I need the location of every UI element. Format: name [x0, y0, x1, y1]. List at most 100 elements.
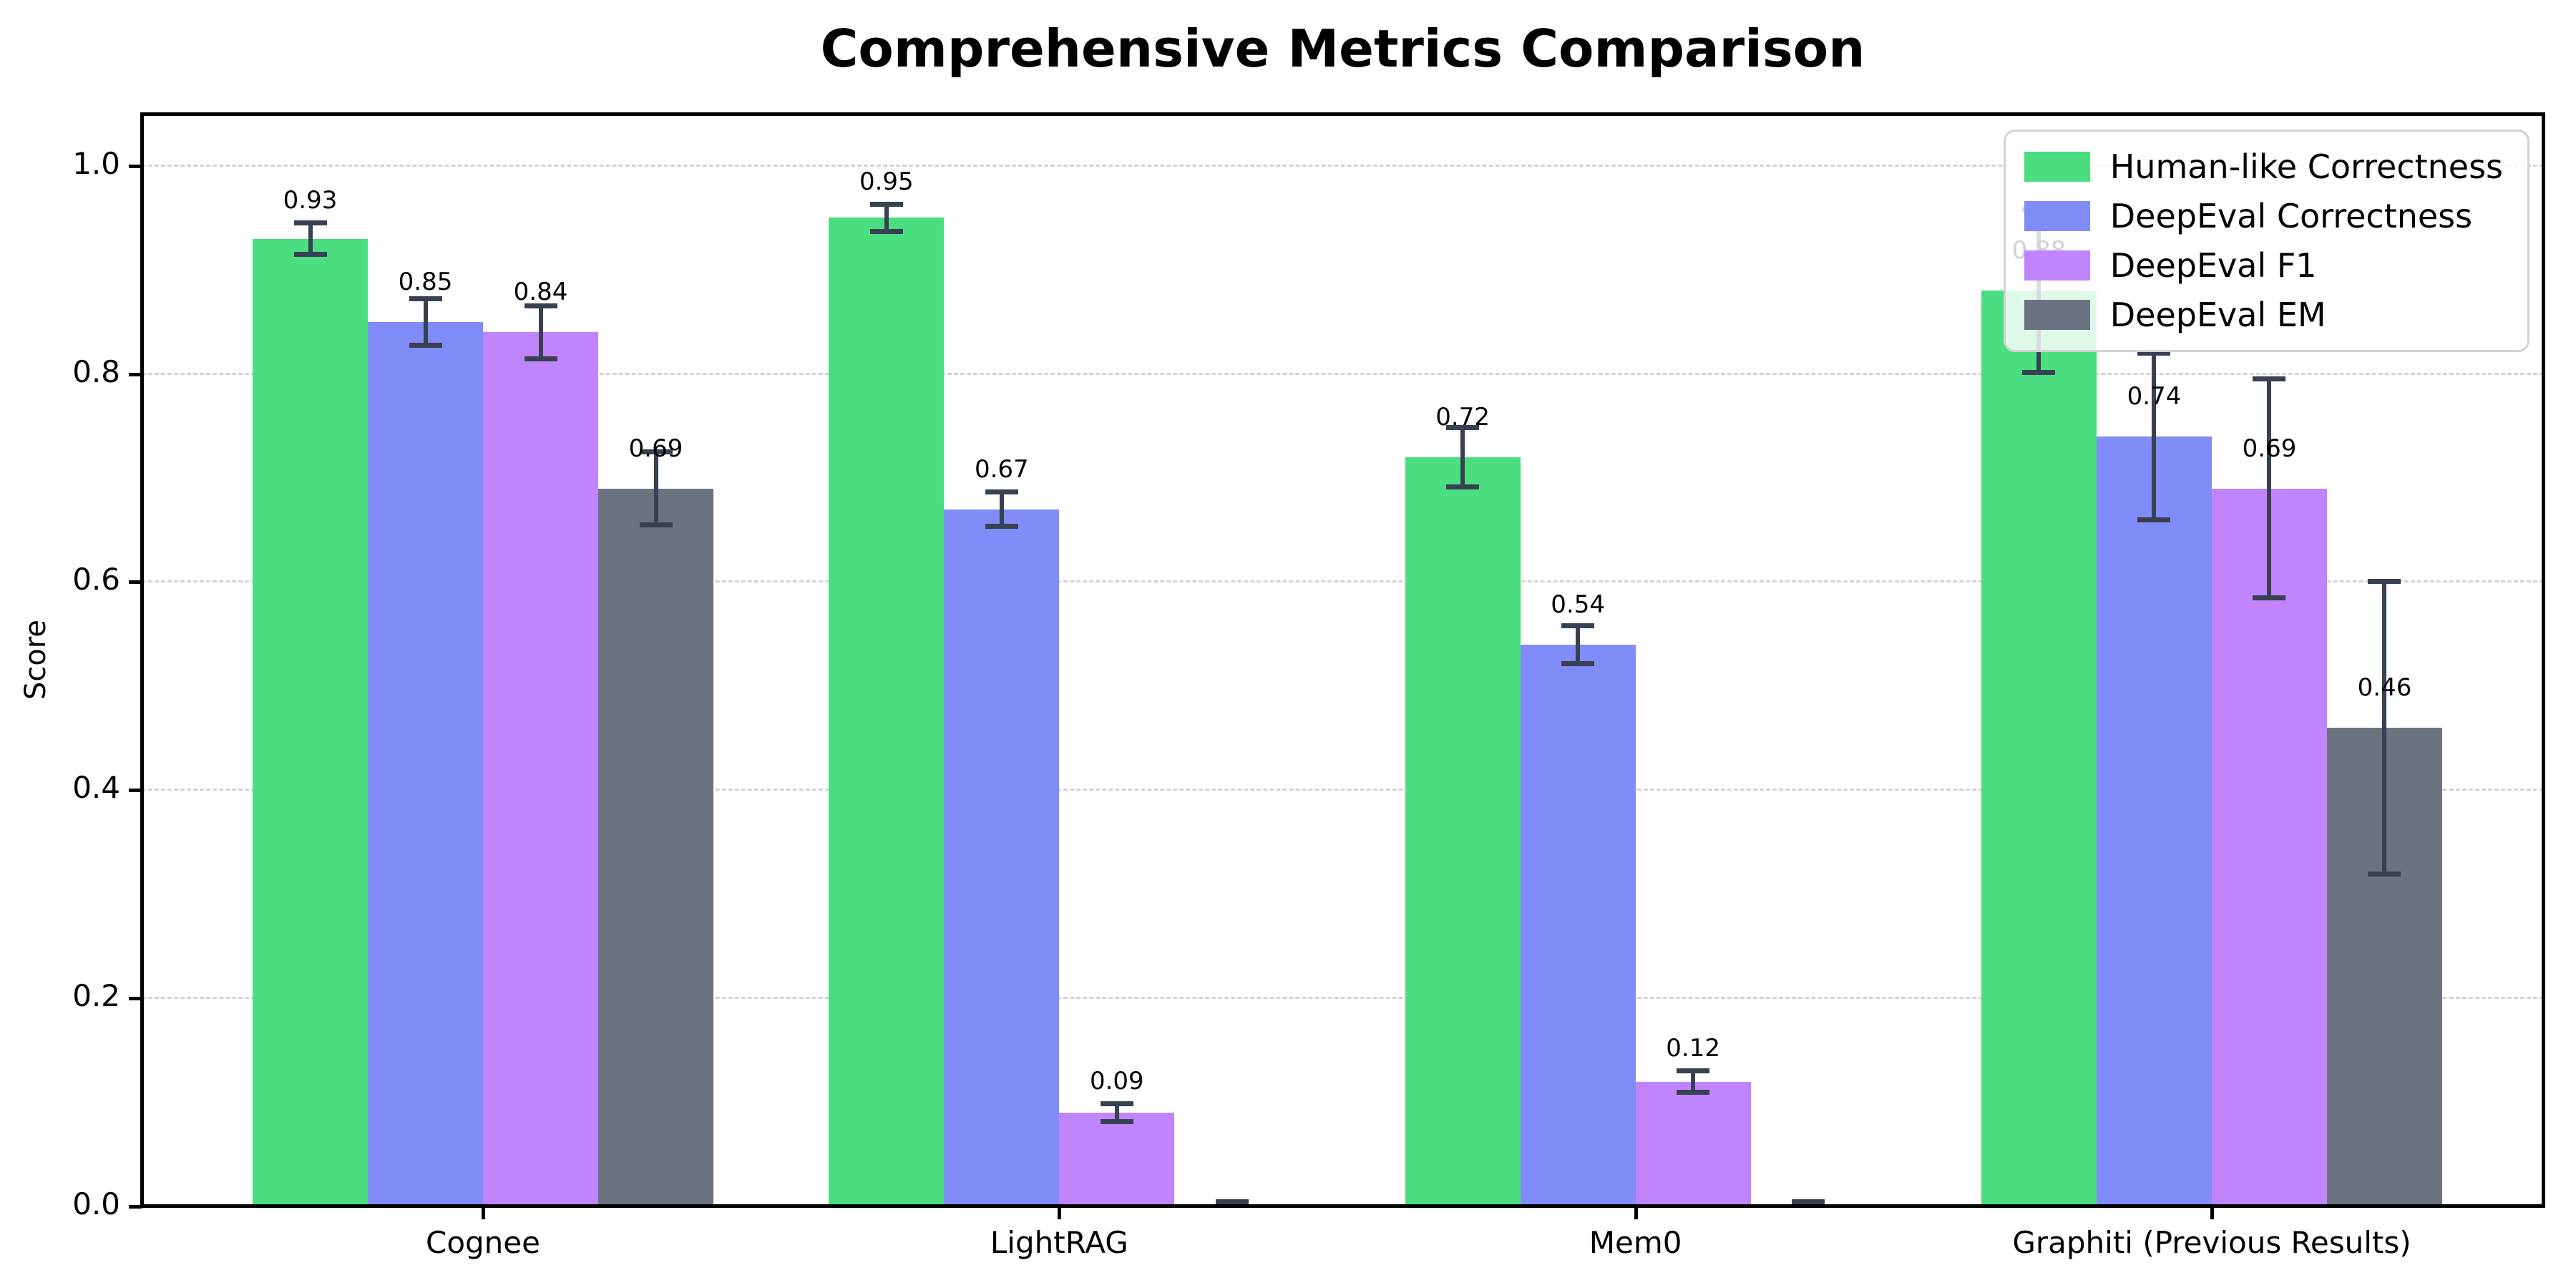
y-tick-mark	[129, 580, 142, 585]
bar-error-whisker	[308, 223, 313, 255]
bar-error-cap-top	[293, 220, 327, 225]
bar	[1635, 1081, 1751, 1206]
bar	[1981, 291, 2097, 1206]
bar-error-cap-top	[2368, 579, 2401, 585]
legend-swatch	[2024, 152, 2090, 182]
bar-error-cap-bottom	[1446, 484, 1480, 489]
bar-error-whisker	[884, 204, 889, 232]
y-tick-mark	[129, 1205, 142, 1209]
legend: Human-like Correctness DeepEval Correctne…	[2003, 130, 2529, 352]
bar-error-cap-bottom	[639, 522, 673, 528]
bar-error-cap-top	[524, 303, 557, 309]
bar-error-whisker	[1460, 428, 1465, 487]
x-tick-mark	[1634, 1206, 1638, 1219]
gridline	[142, 580, 2544, 583]
y-tick-label: 0.8	[72, 353, 120, 389]
y-tick-mark	[129, 164, 142, 168]
axis-spine-top	[140, 112, 2545, 116]
bar-error-cap-top	[1215, 1199, 1249, 1205]
bar-error-whisker	[423, 298, 428, 345]
bar-value-label: 0.72	[1435, 402, 1490, 431]
bar-value-label: 0.69	[2242, 434, 2297, 463]
x-tick-label: LightRAG	[990, 1225, 1128, 1260]
bar-error-cap-top	[2137, 350, 2171, 356]
y-tick-label: 0.0	[72, 1186, 120, 1221]
bar-value-label: 0.69	[628, 434, 683, 463]
bar-value-label: 0.93	[283, 185, 338, 215]
axis-spine-bottom	[140, 1204, 2545, 1208]
y-tick-label: 1.0	[72, 145, 120, 181]
bar	[1405, 457, 1521, 1206]
bar-error-cap-top	[985, 489, 1018, 495]
bar	[829, 218, 945, 1206]
bar-error-cap-bottom	[1677, 1090, 1710, 1096]
bar-error-cap-bottom	[1100, 1118, 1133, 1124]
bar-error-whisker	[2152, 353, 2157, 520]
bar-error-whisker	[1691, 1070, 1696, 1093]
bar-error-cap-top	[869, 201, 903, 207]
x-tick-mark	[1058, 1206, 1062, 1219]
bar	[598, 488, 713, 1206]
bar-value-label: 0.46	[2357, 673, 2412, 703]
legend-item: DeepEval F1	[2024, 246, 2503, 285]
legend-swatch	[2024, 300, 2090, 330]
bar-error-whisker	[2267, 379, 2272, 598]
x-tick-label: Cognee	[426, 1225, 540, 1260]
bar-value-label: 0.12	[1666, 1033, 1720, 1063]
bar	[253, 238, 368, 1206]
bar-error-cap-bottom	[524, 356, 557, 361]
legend-label: DeepEval EM	[2109, 296, 2326, 334]
gridline	[142, 997, 2544, 1000]
bar	[2211, 488, 2327, 1206]
legend-swatch	[2024, 201, 2090, 231]
gridline	[142, 372, 2544, 375]
y-tick-label: 0.4	[72, 770, 120, 806]
legend-swatch	[2024, 250, 2090, 280]
bar-value-label: 0.09	[1089, 1067, 1144, 1096]
legend-label: DeepEval F1	[2109, 246, 2317, 285]
bar-value-label: 0.54	[1551, 590, 1605, 619]
bar-value-label: 0.85	[398, 267, 453, 296]
bar-error-whisker	[653, 452, 658, 525]
bar	[1520, 644, 1636, 1206]
bar-error-cap-top	[409, 296, 442, 301]
bar-value-label: 0.67	[974, 455, 1029, 484]
bar-error-whisker	[999, 492, 1004, 526]
y-tick-label: 0.2	[72, 978, 120, 1014]
bar-error-whisker	[1576, 625, 1581, 663]
x-tick-label: Graphiti (Previous Results)	[2012, 1225, 2411, 1260]
x-tick-mark	[482, 1206, 485, 1219]
bar	[2096, 436, 2212, 1206]
bar-error-cap-top	[1792, 1199, 1825, 1205]
bar-error-whisker	[2382, 582, 2387, 874]
bar	[944, 509, 1060, 1206]
gridline	[142, 164, 2544, 167]
bar-error-cap-bottom	[869, 229, 903, 235]
bar-error-cap-top	[1446, 425, 1480, 431]
y-tick-mark	[129, 789, 142, 793]
bar-value-label: 0.84	[513, 278, 568, 307]
bar-error-cap-bottom	[2137, 517, 2171, 523]
gridline	[142, 789, 2544, 791]
bar-value-label: 0.95	[859, 167, 914, 196]
bar-error-cap-top	[639, 449, 673, 454]
bar	[368, 321, 483, 1206]
legend-label: DeepEval Correctness	[2109, 197, 2473, 235]
bar-error-cap-top	[1561, 623, 1595, 628]
bar-value-label: 0.74	[2127, 381, 2182, 411]
bar-error-cap-bottom	[293, 252, 327, 258]
legend-item: DeepEval EM	[2024, 296, 2503, 334]
bar-error-whisker	[538, 306, 543, 358]
bar-error-cap-bottom	[1561, 660, 1595, 666]
bar-error-cap-top	[2253, 376, 2286, 381]
legend-item: Human-like Correctness	[2024, 147, 2503, 186]
y-axis-title: Score	[19, 619, 52, 701]
y-tick-mark	[129, 372, 142, 376]
bar-error-whisker	[1114, 1104, 1119, 1121]
y-tick-label: 0.6	[72, 562, 120, 597]
bar-error-cap-top	[1677, 1068, 1710, 1073]
x-tick-mark	[2210, 1206, 2214, 1219]
bar	[483, 332, 598, 1206]
bar-error-cap-bottom	[2368, 871, 2401, 877]
